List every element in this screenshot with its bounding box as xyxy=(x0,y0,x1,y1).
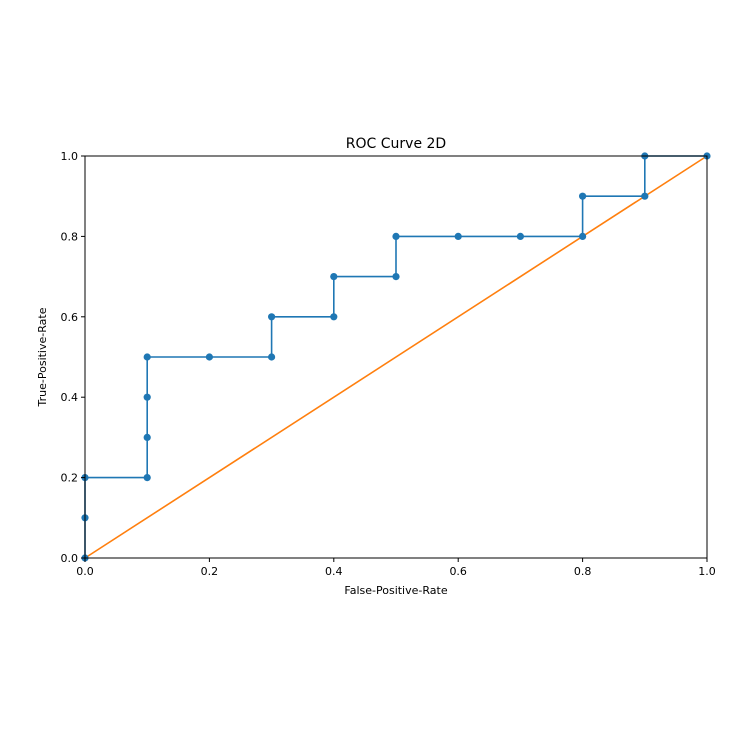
y-tick-label: 0.4 xyxy=(61,391,79,404)
roc-point xyxy=(392,232,400,240)
x-tick-label: 0.8 xyxy=(574,565,592,578)
roc-point xyxy=(579,232,587,240)
chart-title: ROC Curve 2D xyxy=(346,136,446,152)
y-axis-label: True-Positive-Rate xyxy=(36,307,49,407)
roc-point xyxy=(392,273,400,281)
roc-point xyxy=(143,433,151,441)
diagonal-reference-line xyxy=(84,155,708,559)
x-tick-label: 0.4 xyxy=(325,565,343,578)
axis-ticks: 0.0 0.2 0.4 0.6 0.8 1.0 0.0 0.2 0.4 0.6 0.8 1.0 xyxy=(61,150,716,578)
roc-point xyxy=(330,273,338,281)
x-tick-label: 0.2 xyxy=(201,565,219,578)
x-tick-label: 0.0 xyxy=(76,565,94,578)
roc-point xyxy=(143,474,151,482)
y-tick-label: 0.8 xyxy=(61,230,79,243)
roc-point xyxy=(268,353,276,361)
x-tick-label: 1.0 xyxy=(698,565,716,578)
roc-point xyxy=(641,192,649,200)
y-tick-label: 1.0 xyxy=(61,150,79,163)
roc-point xyxy=(143,353,151,361)
x-axis-label: False-Positive-Rate xyxy=(344,584,447,597)
roc-point xyxy=(454,232,462,240)
roc-point xyxy=(516,232,525,240)
roc-point xyxy=(143,393,151,401)
plot-area xyxy=(81,152,711,562)
x-tick-label: 0.6 xyxy=(449,565,467,578)
y-tick-label: 0.0 xyxy=(61,552,79,565)
y-tick-label: 0.6 xyxy=(61,311,79,324)
y-tick-label: 0.2 xyxy=(61,472,79,485)
roc-point xyxy=(268,313,276,321)
plot-frame xyxy=(84,155,708,559)
roc-point xyxy=(579,192,587,200)
roc-point xyxy=(205,353,213,361)
roc-point xyxy=(330,313,338,321)
